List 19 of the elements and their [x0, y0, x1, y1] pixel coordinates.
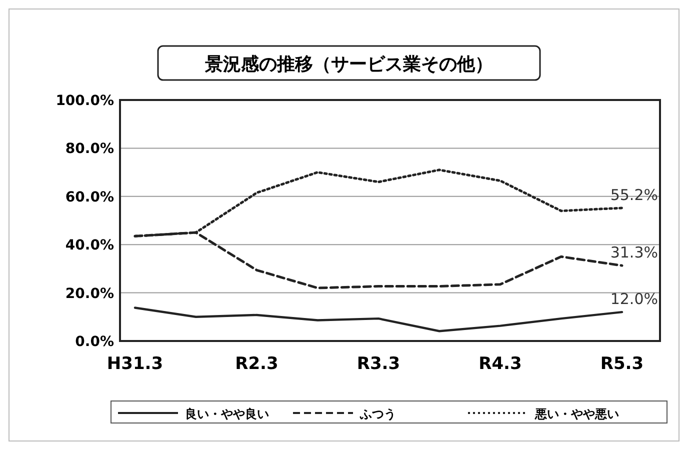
y-tick-label: 60.0% — [65, 189, 114, 206]
y-tick-label: 80.0% — [65, 141, 114, 158]
data-label: 12.0% — [610, 290, 658, 308]
x-tick-label: R3.3 — [356, 354, 400, 374]
x-tick-label: R4.3 — [478, 354, 522, 374]
x-tick-label: R2.3 — [235, 354, 278, 374]
chart-title: 景況感の推移（サービス業その他） — [204, 54, 493, 75]
y-tick-label: 40.0% — [65, 238, 114, 254]
x-tick-label: R5.3 — [600, 354, 644, 374]
legend-label: ふつう — [359, 407, 396, 421]
y-tick-label: 20.0% — [65, 286, 114, 302]
legend-label: 悪い・やや悪い — [534, 407, 619, 421]
line-series — [134, 306, 624, 332]
y-tick-label: 100.0% — [56, 93, 114, 109]
legend-label: 良い・やや良い — [185, 407, 269, 421]
x-tick-label: H31.3 — [106, 354, 164, 374]
data-label: 31.3% — [610, 244, 658, 262]
y-tick-label: 0.0% — [75, 334, 114, 350]
data-label: 55.2% — [610, 186, 658, 204]
